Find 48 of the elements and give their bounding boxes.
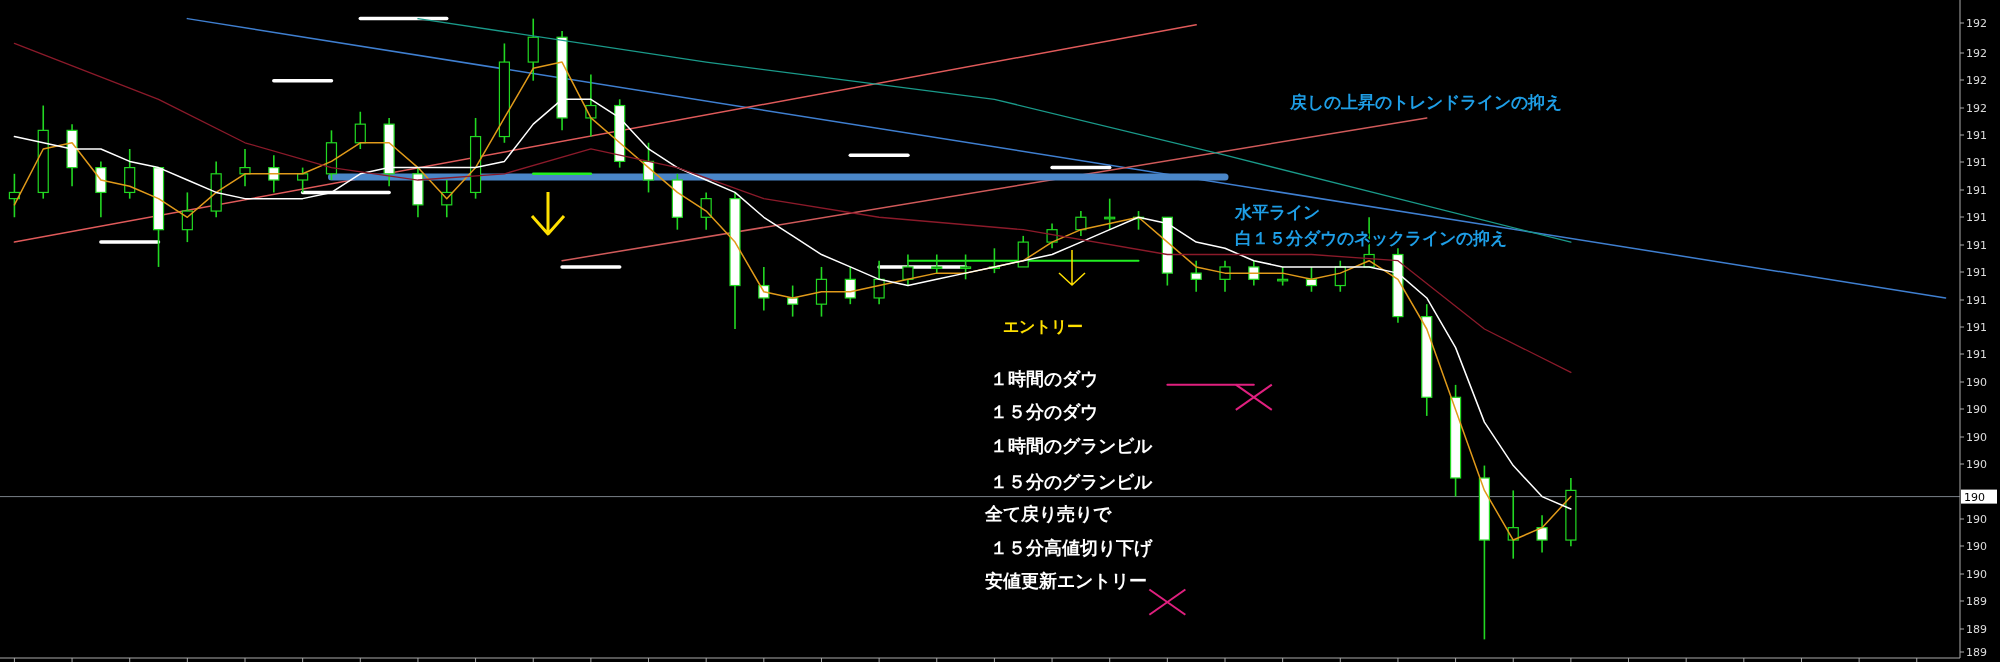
candlestick — [585, 73, 597, 138]
candlestick — [354, 110, 366, 150]
annotation: 戻しの上昇のトレンドラインの抑え — [1290, 92, 1562, 112]
annotation: 191 — [1966, 211, 1987, 224]
candlestick — [931, 253, 943, 274]
annotation: 190 — [1966, 513, 1987, 526]
annotation: １時間のグランビル — [990, 435, 1152, 456]
annotation: 全て戻り売りで — [985, 503, 1111, 524]
annotation: １時間のダウ — [990, 368, 1098, 389]
annotation: 189 — [1966, 623, 1987, 636]
candlestick — [902, 253, 914, 287]
candlestick — [1536, 514, 1548, 554]
annotation: 191 — [1966, 348, 1987, 361]
annotation: 192 — [1966, 102, 1987, 115]
annotation: 安値更新エントリー — [985, 570, 1147, 591]
annotation: 191 — [1966, 239, 1987, 252]
candlestick — [297, 166, 309, 194]
annotation: １５分のダウ — [990, 401, 1098, 422]
annotation: 190 — [1966, 568, 1987, 581]
annotation: 192 — [1966, 74, 1987, 87]
annotation: １５分のグランビル — [990, 471, 1152, 492]
annotation: 190 — [1966, 403, 1987, 416]
candlestick — [1219, 259, 1231, 293]
annotation: 192 — [1966, 17, 1987, 30]
annotation: 191 — [1966, 266, 1987, 279]
annotation: 192 — [1966, 47, 1987, 60]
annotation: 191 — [1966, 129, 1987, 142]
candlestick — [844, 266, 856, 305]
candlestick — [181, 191, 193, 243]
annotation: 190 — [1966, 458, 1987, 471]
annotation: エントリー — [1003, 317, 1083, 336]
candlestick — [1075, 210, 1087, 237]
annotation: 191 — [1966, 184, 1987, 197]
candlestick — [959, 253, 972, 281]
annotation: 水平ライン — [1235, 202, 1320, 222]
annotation: 191 — [1966, 156, 1987, 169]
annotation: 191 — [1966, 294, 1987, 307]
annotation: 190 — [1966, 376, 1987, 389]
candlestick — [787, 284, 799, 318]
annotation: 189 — [1966, 646, 1987, 659]
candlestick — [873, 259, 885, 305]
annotation: 191 — [1966, 321, 1987, 334]
candlestick — [1190, 259, 1202, 293]
annotation: 190 — [1966, 540, 1987, 553]
annotation: 190 — [1966, 431, 1987, 444]
annotation: １５分高値切り下げ — [990, 537, 1152, 558]
candlestick — [239, 148, 251, 188]
annotation: 189 — [1966, 595, 1987, 608]
